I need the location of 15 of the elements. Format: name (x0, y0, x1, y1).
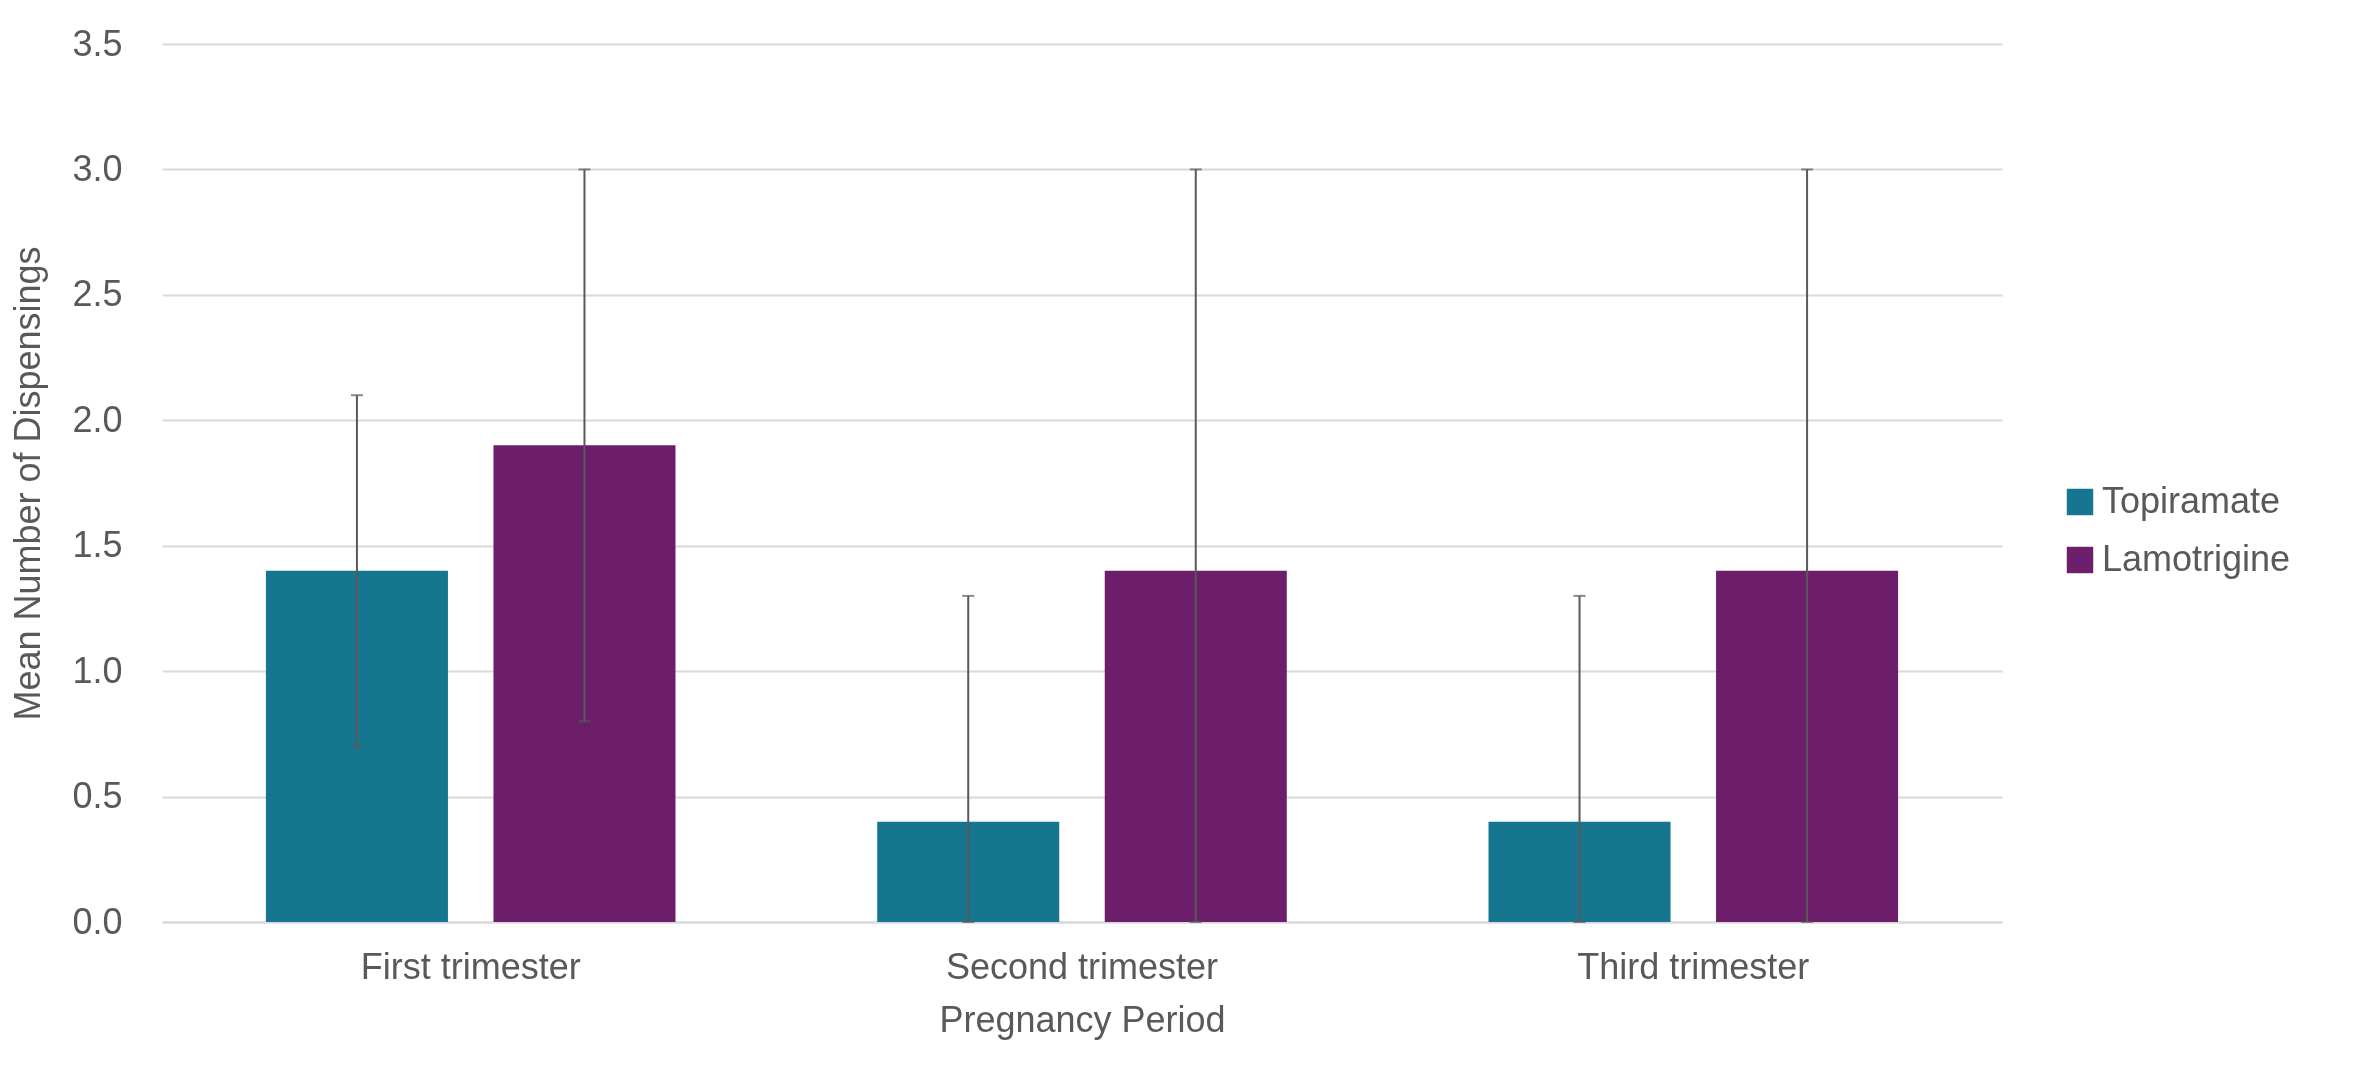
x-tick-label: First trimester (360, 945, 581, 987)
y-tick-label: 1.0 (72, 649, 123, 691)
y-tick-label: 0.5 (72, 775, 123, 817)
y-tick-label: 1.5 (72, 524, 123, 566)
legend-label: Topiramate (2102, 480, 2281, 521)
legend-label: Lamotrigine (2102, 538, 2291, 579)
y-tick-label: 2.0 (72, 398, 123, 440)
x-tick-label: Second trimester (945, 945, 1219, 987)
y-tick-label: 3.0 (72, 147, 123, 189)
y-axis-title: Mean Number of Dispensings (7, 246, 49, 721)
y-tick-label: 3.5 (72, 22, 123, 64)
y-tick-label: 0.0 (72, 900, 123, 942)
x-tick-label: Third trimester (1577, 945, 1810, 987)
y-tick-label: 2.5 (72, 273, 123, 315)
x-axis-title: Pregnancy Period (939, 998, 1226, 1040)
